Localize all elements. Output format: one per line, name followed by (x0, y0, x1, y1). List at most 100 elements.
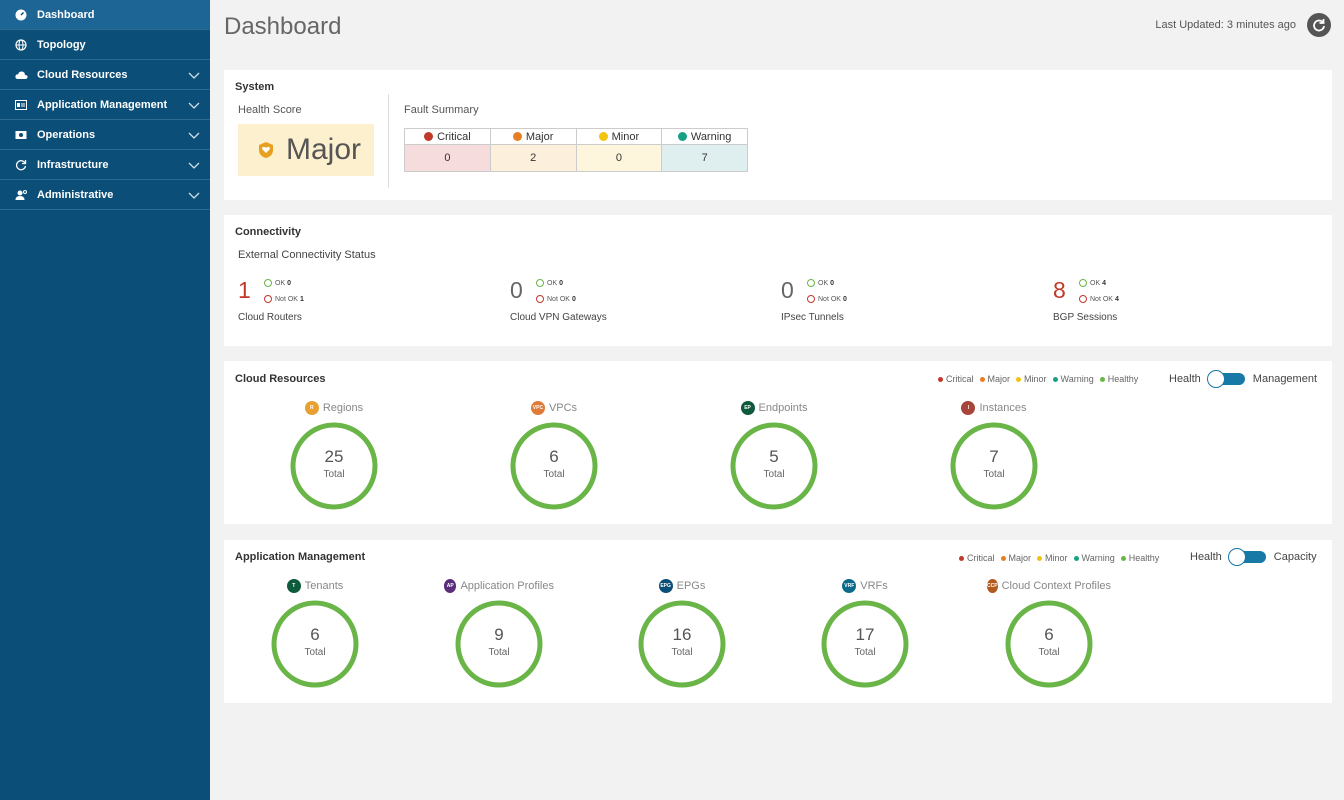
vpc-badge-icon: VPC (530, 401, 545, 415)
sidebar-item-label: Administrative (37, 188, 114, 201)
fault-value-major: 2 (490, 145, 576, 171)
conn-cloud-vpn-gateways[interactable]: 0 OK 0 Not OK 0 Cloud VPN Gateways (510, 277, 607, 323)
application-management-title: Application Management (235, 551, 366, 563)
system-card: System Health Score Major Fault Summary … (224, 70, 1332, 200)
sidebar-item-topology[interactable]: Topology (0, 30, 210, 60)
shield-heart-icon (259, 142, 273, 158)
divider (388, 94, 389, 188)
notok-x-icon (536, 295, 544, 303)
sidebar-item-label: Topology (37, 38, 86, 51)
donut-instances[interactable]: I Instances 7 Total (939, 401, 1049, 521)
conn-ipsec-tunnels[interactable]: 0 OK 0 Not OK 0 IPsec Tunnels (781, 277, 847, 323)
chevron-down-icon[interactable] (188, 159, 200, 171)
sidebar: Dashboard Topology Cloud Resources Appli… (0, 0, 210, 800)
conn-cloud-routers[interactable]: 1 OK 0 Not OK 1 Cloud Routers (238, 277, 304, 323)
donut-vpcs[interactable]: VPC VPCs 6 Total (499, 401, 609, 521)
sidebar-item-label: Application Management (37, 98, 168, 111)
dashboard-gauge-icon (14, 8, 28, 22)
fault-label-critical: Critical (437, 130, 471, 143)
fault-value-minor: 0 (576, 145, 662, 171)
donut-endpoints[interactable]: EP Endpoints 5 Total (719, 401, 829, 521)
fault-label-warning: Warning (690, 130, 732, 143)
ok-check-icon (807, 279, 815, 287)
refresh-icon (1313, 19, 1325, 32)
ccp-badge-icon: CCP (987, 579, 998, 593)
fault-col-warning[interactable]: Warning 7 (662, 129, 747, 171)
cloud-icon (14, 68, 28, 82)
globe-icon (14, 38, 28, 52)
sidebar-item-operations[interactable]: Operations (0, 120, 210, 150)
critical-icon (424, 132, 434, 141)
conn-value: 1 (238, 277, 251, 303)
donut-epgs[interactable]: EPG EPGs 16 Total (627, 579, 737, 699)
health-score-badge: Major (238, 124, 374, 176)
sidebar-item-dashboard[interactable]: Dashboard (0, 0, 210, 30)
health-score-label: Health Score (238, 104, 302, 116)
system-title: System (235, 81, 275, 93)
sidebar-item-label: Operations (37, 128, 96, 141)
view-toggle-switch[interactable] (1227, 548, 1266, 566)
fault-label-major: Major (525, 130, 554, 143)
sidebar-item-label: Cloud Resources (37, 68, 128, 81)
chevron-down-icon[interactable] (188, 129, 200, 141)
conn-bgp-sessions[interactable]: 8 OK 4 Not OK 4 BGP Sessions (1053, 277, 1119, 323)
donut-vrfs[interactable]: VRF VRFs 17 Total (810, 579, 920, 699)
conn-value: 8 (1053, 277, 1066, 303)
cloud-resources-title: Cloud Resources (235, 373, 326, 385)
conn-label: Cloud Routers (238, 312, 302, 323)
app-profile-badge-icon: AP (444, 579, 457, 593)
major-icon (512, 132, 522, 141)
fault-summary-label: Fault Summary (404, 104, 479, 116)
donut-ring (730, 422, 818, 510)
chevron-down-icon[interactable] (188, 189, 200, 201)
fault-label-minor: Minor (611, 130, 640, 143)
instance-badge-icon: I (961, 401, 976, 415)
donut-ring (290, 422, 378, 510)
donut-cloud-context-profiles[interactable]: CCP Cloud Context Profiles 6 Total (987, 579, 1111, 699)
app-window-icon (14, 98, 28, 112)
ok-check-icon (264, 279, 272, 287)
warning-icon (677, 132, 687, 141)
health-score-value: Major (286, 133, 362, 166)
endpoint-badge-icon: EP (740, 401, 755, 415)
chevron-down-icon[interactable] (188, 99, 200, 111)
donut-application-profiles[interactable]: AP Application Profiles 9 Total (444, 579, 554, 699)
donut-tenants[interactable]: T Tenants 6 Total (260, 579, 370, 699)
minor-icon (598, 132, 608, 141)
fault-value-critical: 0 (405, 145, 490, 171)
donut-regions[interactable]: R Regions 25 Total (279, 401, 389, 521)
sidebar-item-administrative[interactable]: Administrative (0, 180, 210, 210)
cloud-resources-card: Cloud Resources Critical Major Minor War… (224, 361, 1332, 524)
last-updated-text: Last Updated: 3 minutes ago (1155, 19, 1296, 31)
fault-col-critical[interactable]: Critical 0 (405, 129, 491, 171)
notok-x-icon (807, 295, 815, 303)
vrf-badge-icon: VRF (842, 579, 857, 593)
fault-col-minor[interactable]: Minor 0 (576, 129, 663, 171)
conn-value: 0 (781, 277, 794, 303)
operations-icon (14, 128, 28, 142)
notok-x-icon (1079, 295, 1087, 303)
sidebar-item-application-management[interactable]: Application Management (0, 90, 210, 120)
legend: Critical Major Minor Warning Healthy (938, 374, 1144, 384)
view-toggle-switch[interactable] (1206, 370, 1245, 388)
refresh-button[interactable] (1307, 13, 1331, 37)
fault-col-major[interactable]: Major 2 (490, 129, 577, 171)
page-title: Dashboard (224, 13, 342, 40)
connectivity-card: Connectivity External Connectivity Statu… (224, 215, 1332, 346)
legend: Critical Major Minor Warning Healthy (959, 553, 1165, 563)
sidebar-item-cloud-resources[interactable]: Cloud Resources (0, 60, 210, 90)
chevron-down-icon[interactable] (188, 69, 200, 81)
sidebar-item-label: Infrastructure (37, 158, 109, 171)
connectivity-title: Connectivity (235, 226, 302, 238)
connectivity-subtitle: External Connectivity Status (238, 249, 376, 261)
sidebar-item-infrastructure[interactable]: Infrastructure (0, 150, 210, 180)
tenant-badge-icon: T (286, 579, 301, 593)
sidebar-item-label: Dashboard (37, 8, 95, 21)
conn-label: Cloud VPN Gateways (510, 312, 607, 323)
fault-value-warning: 7 (662, 145, 747, 171)
ok-check-icon (1079, 279, 1087, 287)
donut-ring (271, 600, 359, 688)
conn-label: IPsec Tunnels (781, 312, 844, 323)
donut-ring (510, 422, 598, 510)
notok-x-icon (264, 295, 272, 303)
